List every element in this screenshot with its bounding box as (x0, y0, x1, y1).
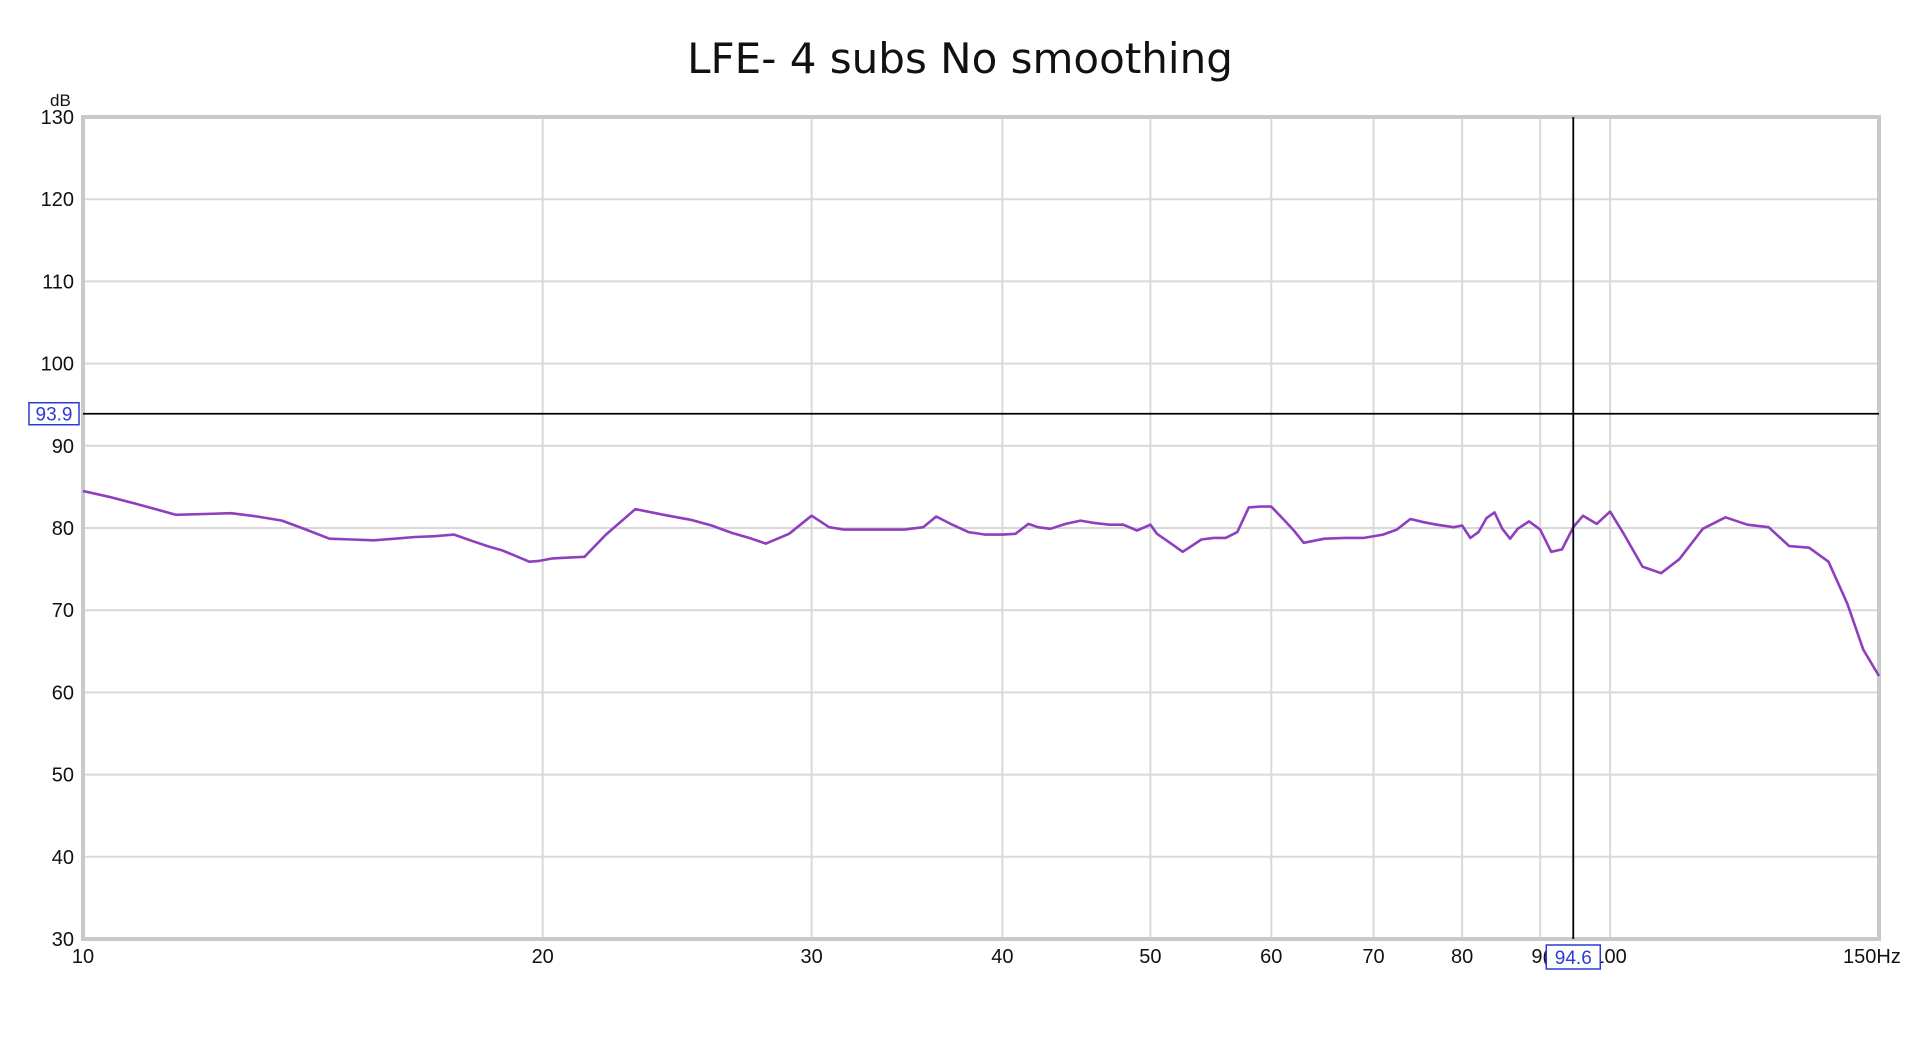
x-tick-label-150: 150Hz (1843, 946, 1901, 968)
x-tick-label-10: 10 (72, 946, 94, 968)
x-tick-label-20: 20 (532, 946, 554, 968)
cursor-layer[interactable]: 93.9 94.6 (28, 117, 1879, 970)
x-tick-label-40: 40 (991, 946, 1013, 968)
grid-layer (83, 117, 1879, 939)
y-tick-label-70: 70 (52, 600, 74, 622)
y-axis-unit-label: dB (50, 91, 71, 110)
series-line-0 (82, 489, 1881, 677)
y-tick-label-30: 30 (52, 929, 74, 951)
chart-title: LFE- 4 subs No smoothing (687, 34, 1233, 83)
x-tick-label-90: 9( (1531, 946, 1549, 968)
series-layer (82, 489, 1881, 677)
y-tick-label-60: 60 (52, 682, 74, 704)
y-tick-label-80: 80 (52, 518, 74, 540)
x-tick-label-60: 60 (1260, 946, 1282, 968)
x-tick-label-80: 80 (1451, 946, 1473, 968)
y-tick-label-90: 90 (52, 436, 74, 458)
y-tick-label-40: 40 (52, 847, 74, 869)
x-tick-label-70: 70 (1362, 946, 1384, 968)
cursor-y-readout-box (28, 401, 80, 426)
tick-layer: 10 20 30 40 50 60 70 80 9( 100 30 40 50 60 70 80 90 100 11… (41, 107, 1627, 968)
x-tick-label-30: 30 (800, 946, 822, 968)
x-tick-label-100: 100 (1593, 946, 1626, 968)
y-tick-label-120: 120 (41, 189, 74, 211)
cursor-x-readout: 94.6 (1555, 948, 1592, 969)
cursor-y-readout: 93.9 (36, 405, 73, 426)
cursor-x-readout-box (1545, 944, 1602, 970)
y-tick-label-50: 50 (52, 765, 74, 787)
plot-frame (81, 115, 1881, 941)
y-tick-label-100: 100 (41, 354, 74, 376)
y-tick-label-130: 130 (41, 107, 74, 129)
y-tick-label-110: 110 (42, 271, 74, 293)
x-tick-label-50: 50 (1139, 946, 1161, 968)
